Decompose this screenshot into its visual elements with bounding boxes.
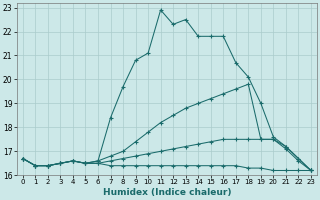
X-axis label: Humidex (Indice chaleur): Humidex (Indice chaleur) — [103, 188, 231, 197]
